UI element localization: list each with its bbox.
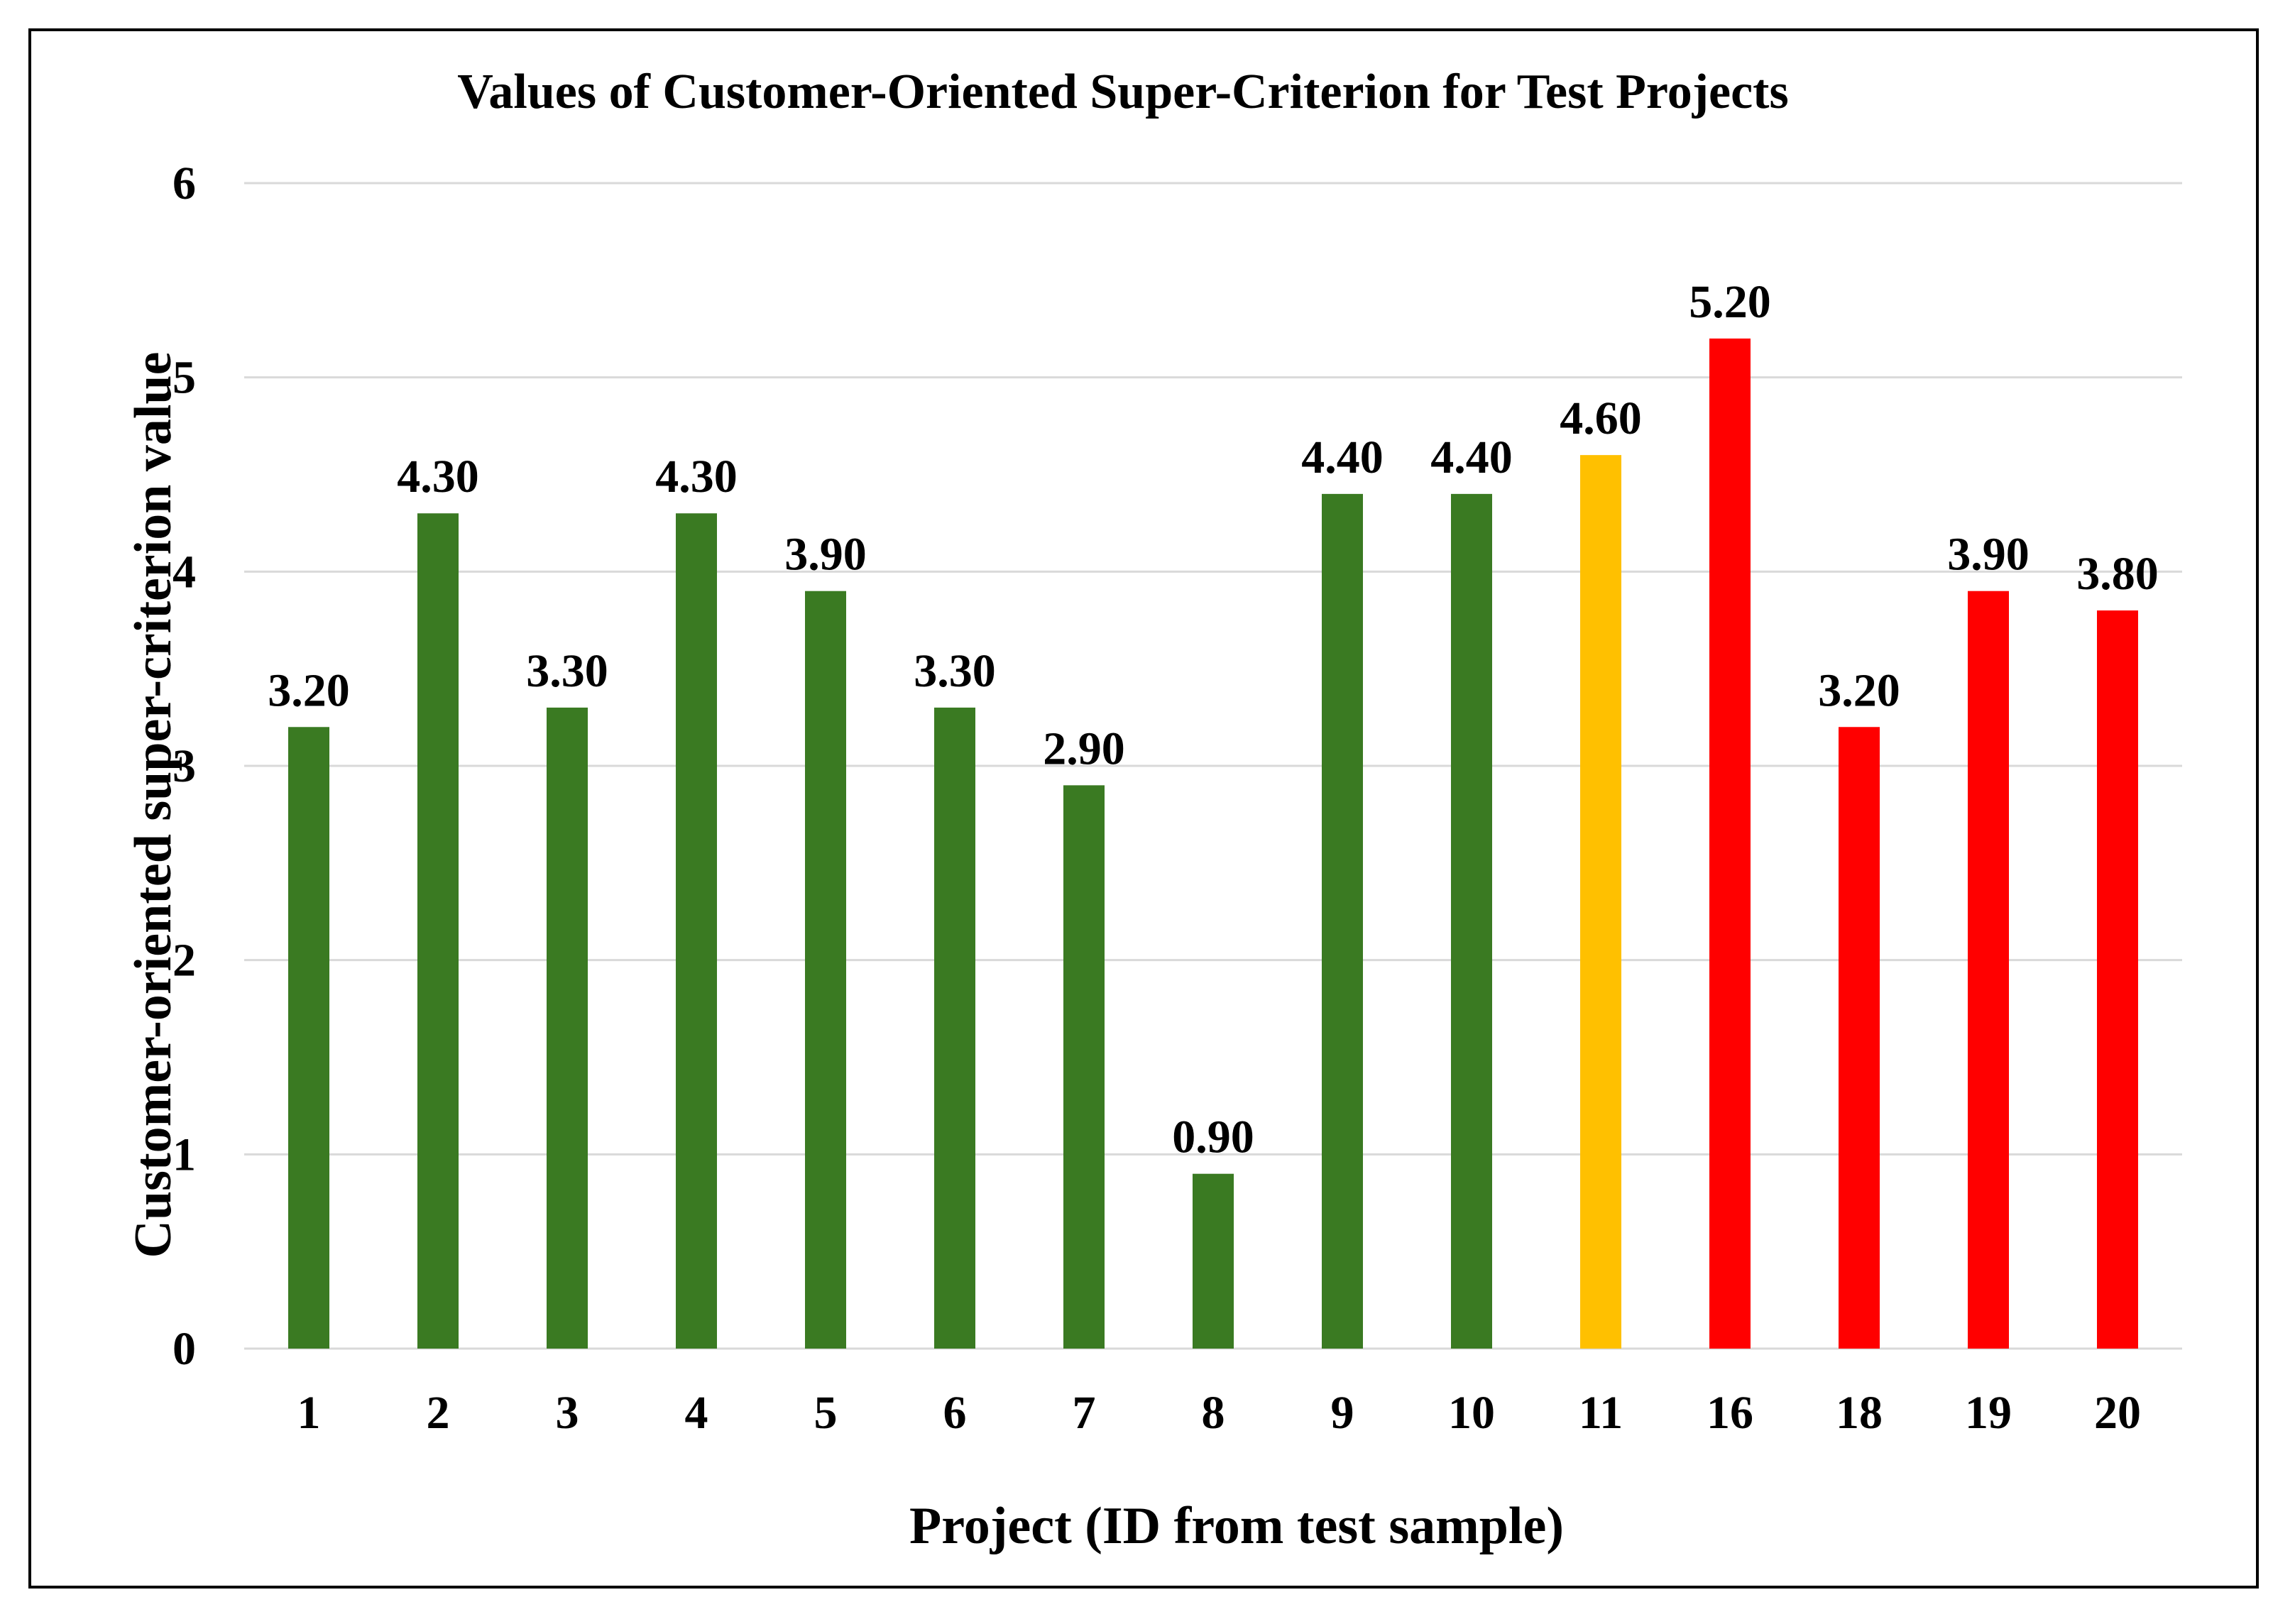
bar-project-4 (676, 513, 717, 1349)
x-tick-label: 1 (297, 1387, 321, 1439)
bar-project-8 (1193, 1173, 1234, 1349)
x-tick-label: 9 (1331, 1387, 1354, 1439)
chart-title: Values of Customer-Oriented Super-Criter… (457, 65, 1788, 119)
bar-project-9 (1322, 493, 1363, 1349)
bar-project-20 (2097, 610, 2138, 1349)
y-tick-label: 0 (172, 1323, 196, 1375)
data-label: 4.30 (397, 451, 479, 503)
y-axis-ticks: 0 1 2 3 4 5 6 (172, 158, 196, 1375)
bar-project-6 (934, 707, 975, 1349)
data-label: 4.40 (1430, 432, 1513, 483)
bar-project-1 (288, 727, 329, 1349)
y-tick-label: 6 (172, 158, 196, 209)
data-label: 5.20 (1689, 276, 1771, 328)
y-axis-title: Customer-oriented super-criterion value (124, 352, 182, 1258)
bars (288, 338, 2138, 1349)
x-tick-label: 7 (1073, 1387, 1096, 1439)
x-tick-label: 19 (1965, 1387, 2012, 1439)
y-tick-label: 3 (172, 740, 196, 792)
y-tick-label: 2 (172, 935, 196, 987)
bar-project-3 (547, 707, 588, 1349)
data-label: 2.90 (1043, 723, 1125, 774)
bar-project-7 (1063, 785, 1105, 1349)
y-tick-label: 1 (172, 1129, 196, 1180)
x-tick-label: 3 (556, 1387, 579, 1439)
x-tick-label: 2 (427, 1387, 450, 1439)
bar-project-16 (1709, 338, 1751, 1349)
y-tick-label: 4 (172, 546, 196, 598)
x-tick-label: 16 (1707, 1387, 1753, 1439)
bar-chart: Values of Customer-Oriented Super-Criter… (124, 65, 2182, 1555)
data-label: 3.30 (914, 645, 996, 697)
data-label: 3.90 (1947, 529, 2030, 581)
data-label: 3.20 (268, 664, 350, 716)
x-tick-label: 6 (943, 1387, 967, 1439)
data-label: 3.90 (784, 529, 867, 581)
bar-project-19 (1968, 591, 2009, 1349)
data-label: 0.90 (1172, 1112, 1254, 1163)
bar-project-18 (1839, 727, 1880, 1349)
bar-project-5 (805, 591, 846, 1349)
x-axis-ticks: 1 2 3 4 5 6 7 8 9 10 11 16 18 19 20 (297, 1387, 2142, 1439)
y-tick-label: 5 (172, 352, 196, 404)
x-axis-title: Project (ID from test sample) (909, 1497, 1564, 1555)
bar-project-10 (1451, 493, 1492, 1349)
data-label: 3.80 (2076, 548, 2159, 600)
x-tick-label: 20 (2094, 1387, 2141, 1439)
chart-frame: Values of Customer-Oriented Super-Criter… (28, 28, 2259, 1589)
x-tick-label: 8 (1202, 1387, 1225, 1439)
x-tick-label: 10 (1448, 1387, 1495, 1439)
x-tick-label: 18 (1836, 1387, 1883, 1439)
x-tick-label: 11 (1579, 1387, 1623, 1439)
data-label: 3.20 (1818, 664, 1900, 716)
x-tick-label: 4 (685, 1387, 708, 1439)
x-tick-label: 5 (814, 1387, 838, 1439)
data-label: 3.30 (526, 645, 608, 697)
bar-project-11 (1580, 455, 1621, 1349)
data-label: 4.60 (1560, 393, 1642, 444)
data-labels: 3.20 4.30 3.30 4.30 3.90 3.30 2.90 0.90 4.40 4.40… (268, 276, 2159, 1163)
bar-project-2 (417, 513, 459, 1349)
data-label: 4.40 (1301, 432, 1384, 483)
data-label: 4.30 (655, 451, 738, 503)
